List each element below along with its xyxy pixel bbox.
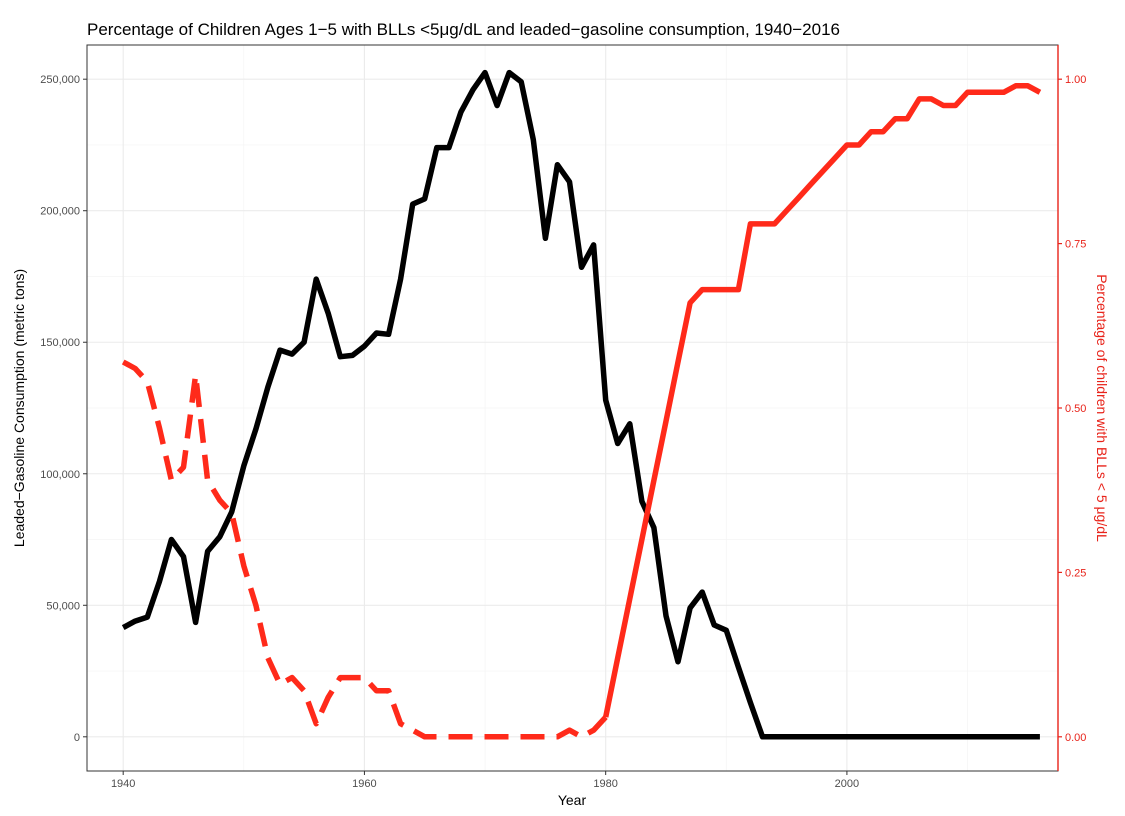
y-right-tick-label: 0.25	[1065, 567, 1086, 579]
y-axis-right-title: Percentage of children with BLLs < 5 μg/…	[1094, 274, 1110, 542]
y-right-tick-label: 1.00	[1065, 74, 1086, 86]
y-left-tick-label: 250,000	[40, 74, 80, 86]
chart-title: Percentage of Children Ages 1−5 with BLL…	[87, 20, 840, 39]
y-left-tick-label: 50,000	[46, 600, 80, 612]
axes-layer: 0 50,000 100,000 150,000 200,000 250,000 1940 1…	[40, 45, 1086, 790]
series-layer	[121, 69, 1042, 740]
y-axis-left-title: Leaded−Gasoline Consumption (metric tons…	[11, 269, 27, 547]
y-left-tick-label: 0	[74, 732, 80, 744]
x-tick-label: 1940	[111, 778, 135, 790]
x-tick-label: 1960	[352, 778, 376, 790]
y-right-tick-label: 0.50	[1065, 403, 1086, 415]
y-left-tick-label: 200,000	[40, 206, 80, 218]
y-left-tick-label: 100,000	[40, 469, 80, 481]
series-leaded-gasoline-line	[121, 69, 1040, 740]
x-axis-title: Year	[558, 792, 587, 808]
y-right-tick-label: 0.75	[1065, 239, 1086, 251]
y-left-tick-label: 150,000	[40, 337, 80, 349]
series-bll-solid-line	[603, 83, 1042, 718]
x-tick-label: 1980	[593, 778, 617, 790]
x-tick-label: 2000	[835, 778, 859, 790]
series-bll-dashed-line	[121, 359, 608, 740]
grid	[87, 45, 1058, 771]
y-right-tick-label: 0.00	[1065, 732, 1086, 744]
